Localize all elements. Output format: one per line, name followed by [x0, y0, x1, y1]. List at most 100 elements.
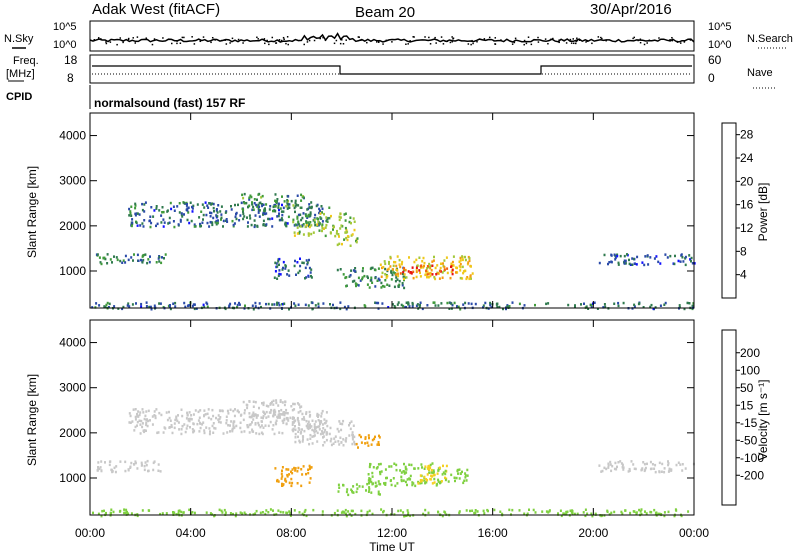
range-gate-cell — [434, 266, 437, 270]
range-gate-cell — [216, 211, 219, 214]
range-gate-cell — [250, 223, 253, 227]
range-gate-cell — [422, 256, 425, 260]
range-gate-cell — [185, 208, 188, 212]
range-gate-cell — [395, 463, 398, 467]
range-gate-cell — [320, 205, 323, 208]
range-gate-cell — [305, 514, 308, 518]
range-gate-cell — [606, 510, 609, 514]
range-gate-cell — [190, 414, 193, 417]
range-gate-cell — [177, 509, 180, 513]
range-gate-cell — [353, 220, 356, 223]
noise-search-point — [275, 42, 277, 44]
range-gate-cell — [336, 243, 339, 247]
range-gate-cell — [454, 479, 456, 483]
range-gate-cell — [415, 258, 418, 262]
range-gate-cell — [334, 440, 337, 443]
noise-search-point — [446, 40, 449, 43]
range-gate-cell — [271, 303, 274, 306]
noise-search-point — [523, 39, 526, 42]
range-gate-cell — [374, 276, 377, 280]
range-gate-cell — [350, 420, 353, 423]
range-gate-cell — [314, 420, 317, 423]
range-gate-cell — [688, 302, 691, 305]
range-gate-cell — [274, 270, 277, 273]
range-gate-cell — [455, 266, 458, 269]
range-gate-cell — [587, 307, 590, 310]
range-gate-cell — [650, 467, 653, 470]
range-gate-cell — [245, 201, 248, 205]
range-gate-cell — [364, 436, 367, 439]
range-gate-cell — [186, 424, 189, 427]
noise-search-point — [285, 42, 287, 45]
range-gate-cell — [591, 514, 594, 518]
range-gate-cell — [276, 303, 279, 306]
range-gate-cell — [291, 408, 294, 412]
range-gate-cell — [616, 253, 619, 256]
range-gate-cell — [397, 274, 400, 278]
range-gate-cell — [246, 216, 248, 219]
noise-search-point — [191, 36, 193, 38]
range-gate-cell — [624, 259, 627, 263]
range-gate-cell — [330, 214, 332, 218]
range-gate-cell — [170, 425, 173, 429]
range-gate-cell — [127, 258, 130, 262]
range-gate-cell — [97, 461, 100, 464]
range-gate-cell — [168, 416, 171, 420]
noise-search-point — [597, 36, 600, 38]
range-gate-cell — [374, 301, 377, 304]
range-gate-cell — [235, 212, 237, 216]
range-gate-cell — [193, 429, 196, 432]
range-gate-cell — [262, 403, 265, 407]
range-gate-cell — [381, 284, 384, 288]
range-gate-cell — [292, 218, 295, 222]
range-gate-cell — [432, 259, 435, 262]
range-gate-cell — [259, 425, 262, 429]
range-gate-cell — [350, 514, 353, 517]
range-gate-cell — [441, 473, 444, 476]
range-gate-cell — [201, 203, 204, 206]
range-gate-cell — [260, 431, 263, 434]
range-gate-cell — [371, 475, 374, 478]
colorbar-tick-label: 20 — [740, 174, 754, 188]
range-gate-cell — [426, 275, 428, 279]
range-gate-cell — [273, 411, 275, 414]
range-gate-cell — [242, 212, 245, 216]
range-gate-cell — [97, 466, 99, 469]
range-gate-cell — [190, 219, 193, 223]
range-gate-cell — [184, 430, 187, 434]
range-gate-cell — [303, 510, 306, 513]
range-gate-cell — [294, 201, 297, 205]
noise-search-point — [558, 41, 560, 44]
range-gate-cell — [403, 273, 406, 276]
range-gate-cell — [210, 417, 213, 421]
range-gate-cell — [310, 466, 313, 469]
range-gate-cell — [349, 216, 352, 219]
range-gate-cell — [278, 257, 281, 261]
range-gate-cell — [469, 509, 471, 513]
range-gate-cell — [134, 206, 137, 210]
noise-search-point — [358, 36, 360, 38]
noise-search-point — [570, 42, 573, 44]
range-gate-cell — [438, 277, 441, 280]
power-cbar-label: Power [dB] — [756, 183, 770, 242]
range-gate-cell — [404, 480, 407, 484]
range-gate-cell — [386, 268, 389, 271]
range-gate-cell — [635, 263, 638, 266]
range-gate-cell — [308, 258, 310, 262]
range-gate-cell — [621, 463, 624, 467]
noise-search-point — [308, 39, 311, 42]
range-gate-cell — [91, 306, 94, 309]
range-gate-cell — [149, 219, 151, 222]
range-gate-cell — [355, 284, 357, 288]
noise-search-point — [537, 41, 540, 43]
range-gate-cell — [199, 426, 202, 430]
range-gate-cell — [213, 426, 216, 430]
range-gate-cell — [433, 473, 436, 477]
range-gate-cell — [150, 206, 153, 209]
range-gate-cell — [286, 222, 289, 225]
range-gate-cell — [649, 460, 652, 464]
range-gate-cell — [187, 304, 189, 307]
range-gate-cell — [395, 273, 398, 276]
range-gate-cell — [329, 232, 332, 235]
range-gate-cell — [281, 195, 283, 198]
